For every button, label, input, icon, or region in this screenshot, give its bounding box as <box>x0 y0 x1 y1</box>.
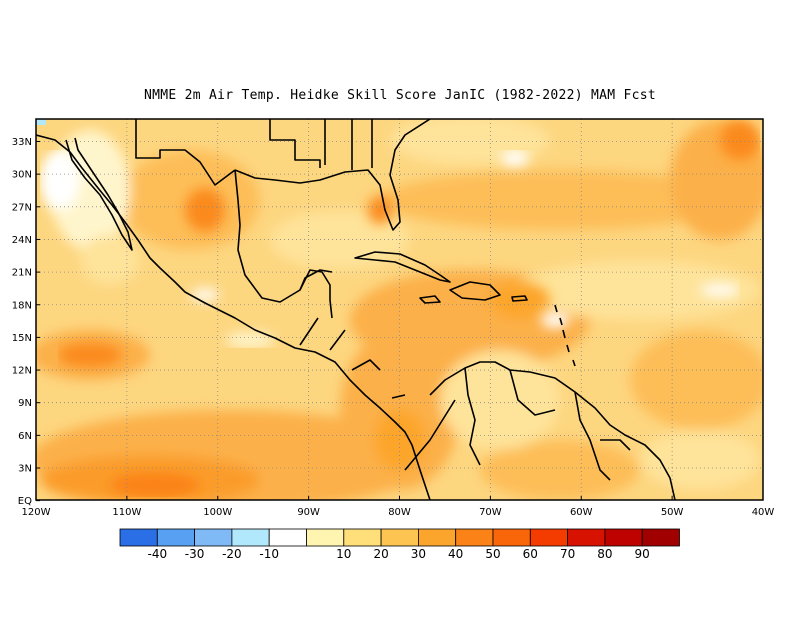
colorbar-swatch <box>567 528 606 547</box>
longitude-label: 80W <box>388 507 411 518</box>
latitude-label: 30N <box>12 170 32 181</box>
colorbar-swatch <box>306 528 345 547</box>
latitude-label: 27N <box>12 202 32 213</box>
colorbar-label: 90 <box>635 547 650 561</box>
colorbar-label: 80 <box>597 547 612 561</box>
colorbar-swatch <box>119 528 158 547</box>
colorbar-swatch <box>194 528 233 547</box>
longitude-label: 100W <box>203 507 232 518</box>
colorbar-label: 70 <box>560 547 575 561</box>
longitude-axis: 120W 110W 100W 90W 80W 70W 60W 50W 40W <box>22 496 775 518</box>
longitude-label: 40W <box>752 507 775 518</box>
latitude-label: 9N <box>18 398 32 409</box>
latitude-axis: 33N 30N 27N 24N 21N 18N 15N 12N 9N 6N 3N EQ <box>12 137 40 507</box>
colorbar-swatch <box>455 528 494 547</box>
colorbar-labels: -40 -30 -20 -10 10 20 30 40 50 60 70 80 90 <box>147 547 649 561</box>
longitude-label: 120W <box>22 507 51 518</box>
colorbar-swatch <box>641 528 680 547</box>
colorbar-label: 20 <box>373 547 388 561</box>
colorbar-label: 30 <box>411 547 426 561</box>
latitude-label: 18N <box>12 300 32 311</box>
colorbar-swatch <box>231 528 270 547</box>
latitude-label: 33N <box>12 137 32 148</box>
longitude-label: 60W <box>570 507 593 518</box>
latitude-label: 21N <box>12 268 32 279</box>
latitude-label: 6N <box>18 431 32 442</box>
longitude-label: 70W <box>479 507 502 518</box>
colorbar <box>119 528 680 547</box>
latitude-label: 15N <box>12 333 32 344</box>
colorbar-swatch <box>492 528 531 547</box>
coastlines <box>36 119 676 500</box>
colorbar-label: -10 <box>259 547 279 561</box>
latitude-label: 3N <box>18 464 32 475</box>
colorbar-label: -40 <box>147 547 167 561</box>
colorbar-label: -30 <box>185 547 205 561</box>
colorbar-swatch <box>156 528 196 547</box>
longitude-label: 90W <box>297 507 320 518</box>
latitude-label: 24N <box>12 235 32 246</box>
colorbar-label: -20 <box>222 547 242 561</box>
colorbar-swatch <box>380 528 419 547</box>
colorbar-label: 10 <box>336 547 351 561</box>
colorbar-swatch <box>343 528 382 547</box>
longitude-label: 110W <box>112 507 141 518</box>
map-title: NMME 2m Air Temp. Heidke Skill Score Jan… <box>144 88 656 103</box>
colorbar-swatch <box>604 528 643 547</box>
longitude-label: 50W <box>661 507 684 518</box>
colorbar-swatch <box>268 528 307 547</box>
colorbar-swatch <box>529 528 568 547</box>
latitude-label: 12N <box>12 366 32 377</box>
colorbar-label: 40 <box>448 547 463 561</box>
colorbar-label: 60 <box>523 547 538 561</box>
colorbar-label: 50 <box>485 547 500 561</box>
latitude-label: EQ <box>18 496 32 507</box>
colorbar-swatch <box>417 528 457 547</box>
